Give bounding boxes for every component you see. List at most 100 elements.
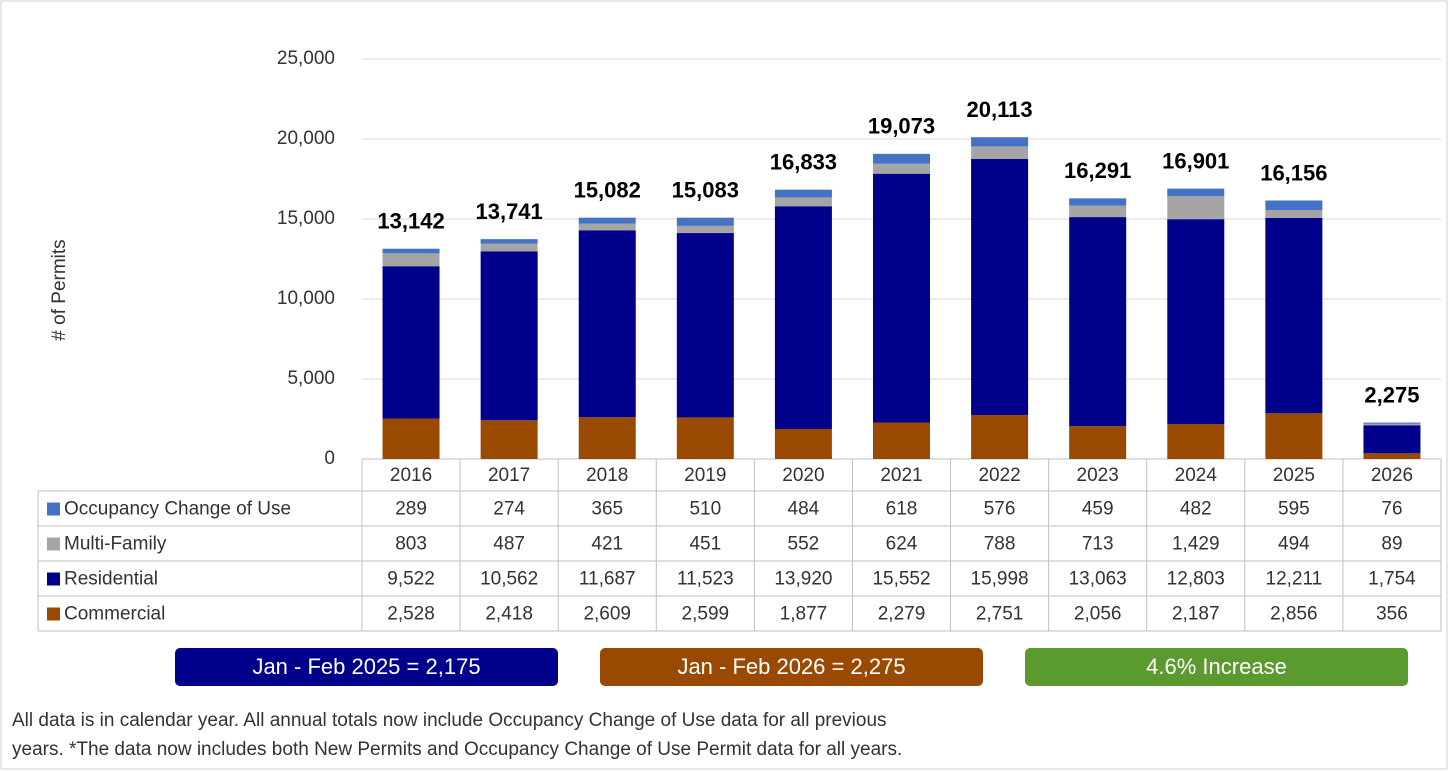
- bar-segment: [1363, 422, 1421, 424]
- bar-segment: [1363, 423, 1421, 426]
- table-cell: 510: [689, 499, 721, 520]
- table-cell: 274: [493, 499, 525, 520]
- bar-segment: [971, 414, 1029, 459]
- legend-swatch: [47, 572, 60, 586]
- total-label: 15,083: [672, 177, 739, 202]
- bar-segment: [1167, 196, 1225, 220]
- table-cell: 11,687: [579, 569, 636, 590]
- annotation-text: 4.6% Increase: [1146, 654, 1287, 679]
- table-cell: 1,877: [780, 604, 828, 625]
- total-label: 16,291: [1064, 158, 1131, 183]
- bar-segment: [480, 243, 538, 252]
- y-axis-label: # of Permits: [49, 239, 70, 340]
- bar-segment: [1167, 424, 1225, 459]
- x-tick-label: 2021: [880, 465, 922, 486]
- total-label: 19,073: [868, 114, 935, 139]
- bar-segment: [480, 239, 538, 244]
- table-cell: 289: [395, 499, 427, 520]
- bar-segment: [971, 137, 1029, 147]
- bar-segment: [1167, 188, 1225, 197]
- table-cell: 624: [886, 534, 918, 555]
- table-cell: 2,187: [1172, 604, 1220, 625]
- y-tick-label: 15,000: [277, 208, 335, 229]
- total-label: 16,901: [1162, 148, 1229, 173]
- footnote: years. *The data now includes both New P…: [12, 739, 902, 760]
- bar-segment: [1069, 198, 1127, 206]
- table-cell: 713: [1082, 534, 1114, 555]
- bar-segment: [1069, 205, 1127, 218]
- table-cell: 421: [591, 534, 623, 555]
- table-cell: 576: [984, 499, 1016, 520]
- x-tick-label: 2026: [1371, 465, 1413, 486]
- bar-segment: [382, 253, 440, 267]
- total-label: 16,156: [1260, 160, 1327, 185]
- table-cell: 13,063: [1069, 569, 1127, 590]
- bar-segment: [1265, 217, 1323, 414]
- table-cell: 2,609: [583, 604, 631, 625]
- table-cell: 2,056: [1074, 604, 1122, 625]
- table-cell: 15,552: [872, 569, 930, 590]
- total-label: 13,142: [377, 209, 444, 234]
- bar-segment: [382, 248, 440, 254]
- table-cell: 365: [591, 499, 623, 520]
- table-cell: 89: [1381, 534, 1402, 555]
- footnote: All data is in calendar year. All annual…: [12, 710, 887, 731]
- bar-segment: [873, 422, 930, 459]
- legend-label: Commercial: [64, 604, 165, 625]
- x-tick-label: 2019: [684, 465, 726, 486]
- bar-segment: [774, 206, 832, 429]
- table-cell: 803: [395, 534, 427, 555]
- total-label: 15,082: [574, 178, 641, 203]
- legend-label: Occupancy Change of Use: [64, 499, 291, 520]
- table-cell: 595: [1278, 499, 1310, 520]
- bar-segment: [774, 189, 832, 198]
- table-cell: 494: [1278, 534, 1310, 555]
- table-cell: 1,429: [1172, 534, 1220, 555]
- table-cell: 459: [1082, 499, 1114, 520]
- bar-segment: [971, 146, 1029, 160]
- bar-segment: [774, 197, 832, 207]
- table-cell: 11,523: [677, 569, 734, 590]
- bar-segment: [1265, 210, 1323, 218]
- table-cell: 2,599: [682, 604, 730, 625]
- table-cell: 12,803: [1167, 569, 1225, 590]
- table-cell: 2,418: [485, 604, 533, 625]
- bar-segment: [873, 173, 930, 423]
- bar-segment: [578, 223, 636, 231]
- x-tick-label: 2024: [1175, 465, 1218, 486]
- y-tick-label: 25,000: [277, 48, 335, 69]
- table-cell: 487: [493, 534, 525, 555]
- bar-segment: [480, 251, 538, 421]
- bar-segment: [971, 159, 1029, 415]
- table-cell: 482: [1180, 499, 1212, 520]
- y-tick-label: 20,000: [277, 128, 335, 149]
- bar-segment: [578, 230, 636, 418]
- total-label: 16,833: [770, 149, 837, 174]
- x-tick-label: 2016: [390, 465, 432, 486]
- y-tick-label: 10,000: [277, 288, 335, 309]
- bar-segment: [1265, 200, 1323, 211]
- bar-segment: [1363, 425, 1421, 454]
- bar-segment: [578, 417, 636, 459]
- legend-swatch: [47, 607, 60, 621]
- y-tick-label: 0: [324, 448, 335, 469]
- bar-segment: [676, 225, 734, 234]
- x-tick-label: 2025: [1273, 465, 1315, 486]
- table-cell: 9,522: [387, 569, 435, 590]
- bar-segment: [1167, 219, 1225, 425]
- table-cell: 451: [689, 534, 721, 555]
- table-cell: 2,751: [976, 604, 1024, 625]
- bar-segment: [480, 420, 538, 459]
- bar-segment: [1265, 413, 1323, 459]
- y-tick-label: 5,000: [287, 368, 335, 389]
- table-cell: 10,562: [480, 569, 538, 590]
- table-cell: 2,856: [1270, 604, 1318, 625]
- total-label: 20,113: [967, 97, 1033, 122]
- bar-segment: [774, 428, 832, 459]
- bar-segment: [382, 418, 440, 459]
- bar-segment: [1069, 217, 1127, 427]
- bar-segment: [382, 266, 440, 419]
- total-label: 2,275: [1364, 382, 1419, 407]
- table-cell: 13,920: [774, 569, 832, 590]
